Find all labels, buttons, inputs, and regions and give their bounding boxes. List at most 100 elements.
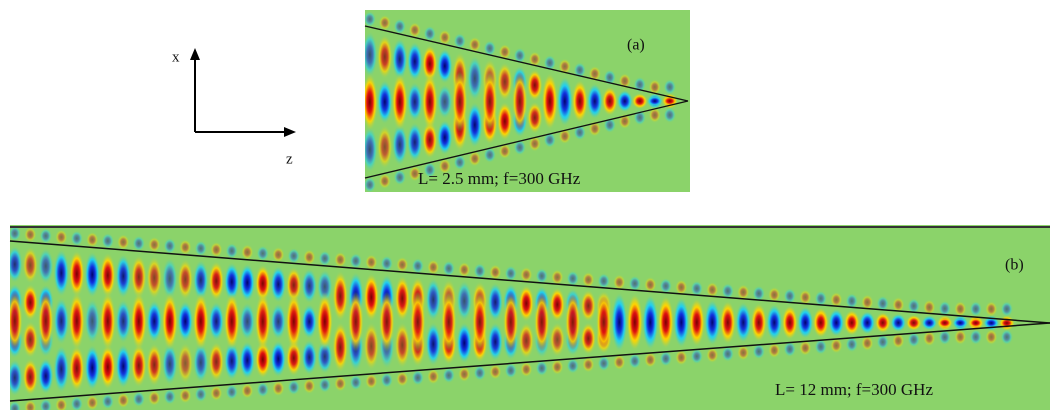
field-lobe xyxy=(1000,301,1013,317)
field-lobe xyxy=(115,254,131,299)
field-lobe xyxy=(287,248,300,264)
field-lobe xyxy=(24,227,37,243)
field-lobe xyxy=(487,282,503,322)
field-lobe xyxy=(704,300,720,344)
field-lobe xyxy=(985,329,998,345)
field-lobe xyxy=(396,257,409,273)
field-lobe xyxy=(721,346,734,362)
field-lobe xyxy=(177,342,193,384)
field-lobe xyxy=(162,291,178,351)
field-lobe xyxy=(587,84,603,119)
field-lobe xyxy=(437,120,453,156)
field-lobe xyxy=(437,48,453,84)
field-lobe xyxy=(272,247,285,263)
field-lobe xyxy=(365,373,378,389)
field-lobe xyxy=(813,308,829,337)
field-lobe xyxy=(751,304,767,342)
field-lobe xyxy=(675,349,688,365)
field-lobe xyxy=(535,268,548,284)
field-lobe xyxy=(270,303,286,340)
field-lobe xyxy=(647,96,663,107)
field-lobe xyxy=(425,278,441,322)
field-lobe xyxy=(632,94,648,109)
field-lobe xyxy=(39,228,52,244)
field-lobe xyxy=(332,270,348,321)
field-lobe xyxy=(828,309,844,336)
field-lobe xyxy=(566,358,579,374)
field-lobe xyxy=(859,312,875,334)
field-lobe xyxy=(270,340,286,377)
field-lobe xyxy=(239,302,255,341)
field-lobe xyxy=(542,74,558,129)
field-lobe xyxy=(535,360,548,376)
field-lobe xyxy=(100,291,116,351)
field-lobe xyxy=(194,386,207,402)
field-lobe xyxy=(225,243,238,259)
field-lobe xyxy=(194,240,207,256)
field-lobe xyxy=(70,396,83,412)
field-lobe xyxy=(55,229,68,245)
field-lobe xyxy=(349,374,362,390)
field-lobe xyxy=(117,392,130,408)
field-lobe xyxy=(394,322,410,369)
field-lobe xyxy=(38,291,54,351)
field-lobe xyxy=(22,358,38,395)
field-lobe xyxy=(179,388,192,404)
field-lobe xyxy=(644,352,657,368)
field-lobe xyxy=(115,344,131,389)
field-lobe xyxy=(456,280,472,322)
field-lobe xyxy=(256,382,269,398)
field-lobe xyxy=(318,377,331,393)
field-lobe xyxy=(146,343,162,386)
field-lobe xyxy=(411,258,424,274)
page: {"axes": {"x_label": "x", "z_label": "z"… xyxy=(0,0,1050,415)
figure: x z (a) L= 2.5 mm; f=300 GHz (b) L= 12 m… xyxy=(0,0,1050,415)
field-lobe xyxy=(380,372,393,388)
field-lobe xyxy=(527,69,543,102)
field-lobe xyxy=(766,305,782,341)
field-lobe xyxy=(952,318,968,329)
field-lobe xyxy=(53,345,69,393)
field-lobe xyxy=(504,363,517,379)
field-lobe xyxy=(580,322,596,355)
field-lobe xyxy=(177,300,193,342)
field-lobe xyxy=(489,364,502,380)
field-lobe xyxy=(566,270,579,286)
field-lobe xyxy=(393,169,406,185)
field-lobe xyxy=(423,26,436,42)
field-lobe xyxy=(317,292,333,352)
field-lobe xyxy=(737,345,750,361)
field-lobe xyxy=(131,291,147,351)
field-lobe xyxy=(487,322,503,362)
field-lobe xyxy=(489,264,502,280)
field-lobe xyxy=(427,369,440,385)
field-lobe xyxy=(890,314,906,332)
field-lobe xyxy=(377,34,393,79)
panel-b: (b) L= 12 mm; f=300 GHz xyxy=(7,225,1050,415)
field-lobe xyxy=(969,301,982,317)
field-lobe xyxy=(503,292,519,352)
field-lobe xyxy=(241,244,254,260)
coordinate-axes: x z xyxy=(172,48,296,167)
field-lobe xyxy=(472,292,488,352)
panel-caption: L= 2.5 mm; f=300 GHz xyxy=(418,169,581,188)
field-lobe xyxy=(954,329,967,345)
field-lobe xyxy=(689,299,705,346)
field-lobe xyxy=(179,239,192,255)
field-lobe xyxy=(497,102,513,142)
field-lobe xyxy=(410,292,426,352)
field-lobe xyxy=(256,245,269,261)
field-lobe xyxy=(363,177,376,193)
field-lobe xyxy=(377,79,393,124)
field-lobe xyxy=(844,310,860,335)
field-lobe xyxy=(572,80,588,122)
field-lobe xyxy=(146,300,162,343)
field-lobe xyxy=(7,291,23,351)
field-lobe xyxy=(363,322,379,371)
field-lobe xyxy=(456,322,472,364)
field-lobe xyxy=(377,124,393,169)
field-lobe xyxy=(22,247,38,284)
field-lobe xyxy=(84,298,100,345)
field-lobe xyxy=(937,317,953,328)
field-lobe xyxy=(362,31,378,78)
